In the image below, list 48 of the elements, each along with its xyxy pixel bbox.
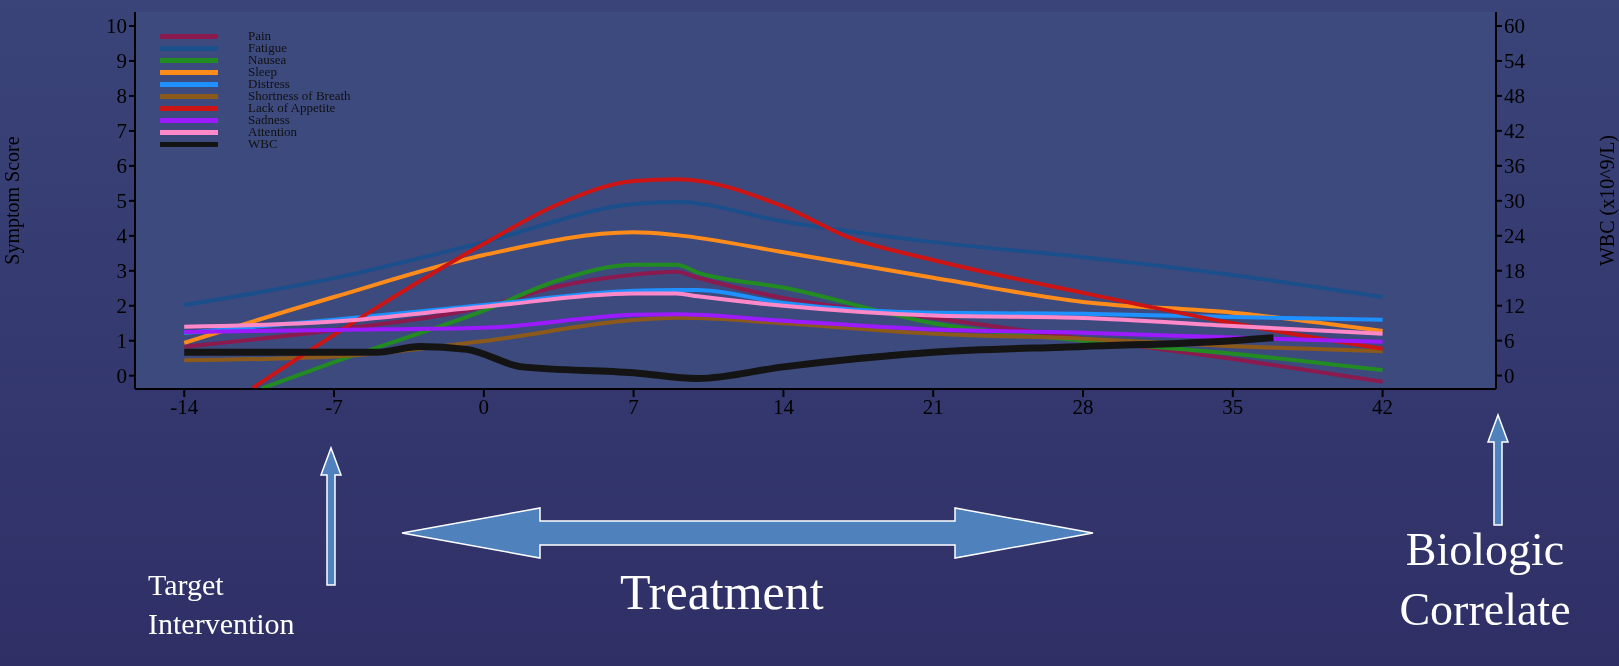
y2-tick-label: 12 (1504, 294, 1525, 319)
legend-label: Attention (248, 124, 298, 139)
x-tick-label: 21 (922, 394, 944, 419)
x-tick-label: -14 (170, 394, 199, 419)
y2-tick-label: 0 (1504, 364, 1515, 389)
y2-tick-label: 24 (1504, 224, 1526, 249)
line-series (250, 177, 1385, 389)
text: Target Intervention (148, 567, 296, 642)
y2-tick-label: 48 (1504, 84, 1525, 109)
y-tick-label: 8 (116, 84, 127, 109)
text: Treatment (620, 563, 825, 622)
legend-label: WBC (248, 136, 278, 151)
y-axis-title: Symptom Score (1, 136, 25, 265)
x-tick-label: 35 (1222, 394, 1244, 419)
legend-label: Sleep (248, 64, 277, 79)
y-tick-label: 0 (116, 364, 127, 389)
y2-tick-label: 18 (1504, 259, 1525, 284)
y2-tick-label: 60 (1504, 14, 1525, 39)
legend-label: Fatigue (248, 40, 287, 55)
y-tick-label: 10 (106, 14, 127, 39)
y2-tick-label: 30 (1504, 189, 1525, 214)
line-series (182, 230, 1385, 345)
x-tick-label: 7 (628, 394, 639, 419)
y2-tick-label: 42 (1504, 119, 1525, 144)
y-tick-label: 4 (116, 224, 128, 249)
y-tick-label: 6 (116, 154, 127, 179)
y-tick-label: 1 (116, 329, 127, 354)
text: Biologic Correlate (1398, 523, 1572, 637)
x-tick-label: 28 (1072, 394, 1094, 419)
y2-tick-label: 6 (1504, 329, 1515, 354)
legend-label: Lack of Appetite (248, 100, 336, 115)
y2-axis-title: WBC (x10^9/L) (1596, 134, 1619, 267)
x-tick-label: -7 (325, 394, 343, 419)
y-tick-label: 5 (116, 189, 127, 214)
x-tick-label: 14 (772, 394, 795, 419)
y2-tick-label: 36 (1504, 154, 1525, 179)
y-tick-label: 3 (116, 259, 127, 284)
y-tick-label: 7 (116, 119, 127, 144)
y-tick-label: 9 (116, 49, 127, 74)
line-series (182, 199, 1385, 308)
x-tick-label: 0 (478, 394, 490, 419)
x-tick-label: 42 (1372, 394, 1394, 419)
legend-label: Shortness of Breath (248, 88, 351, 103)
legend-label: Pain (248, 28, 272, 43)
legend-label: Sadness (248, 112, 290, 127)
line-series (182, 312, 1385, 344)
y-tick-label: 2 (116, 294, 127, 319)
y2-tick-label: 54 (1504, 49, 1526, 74)
